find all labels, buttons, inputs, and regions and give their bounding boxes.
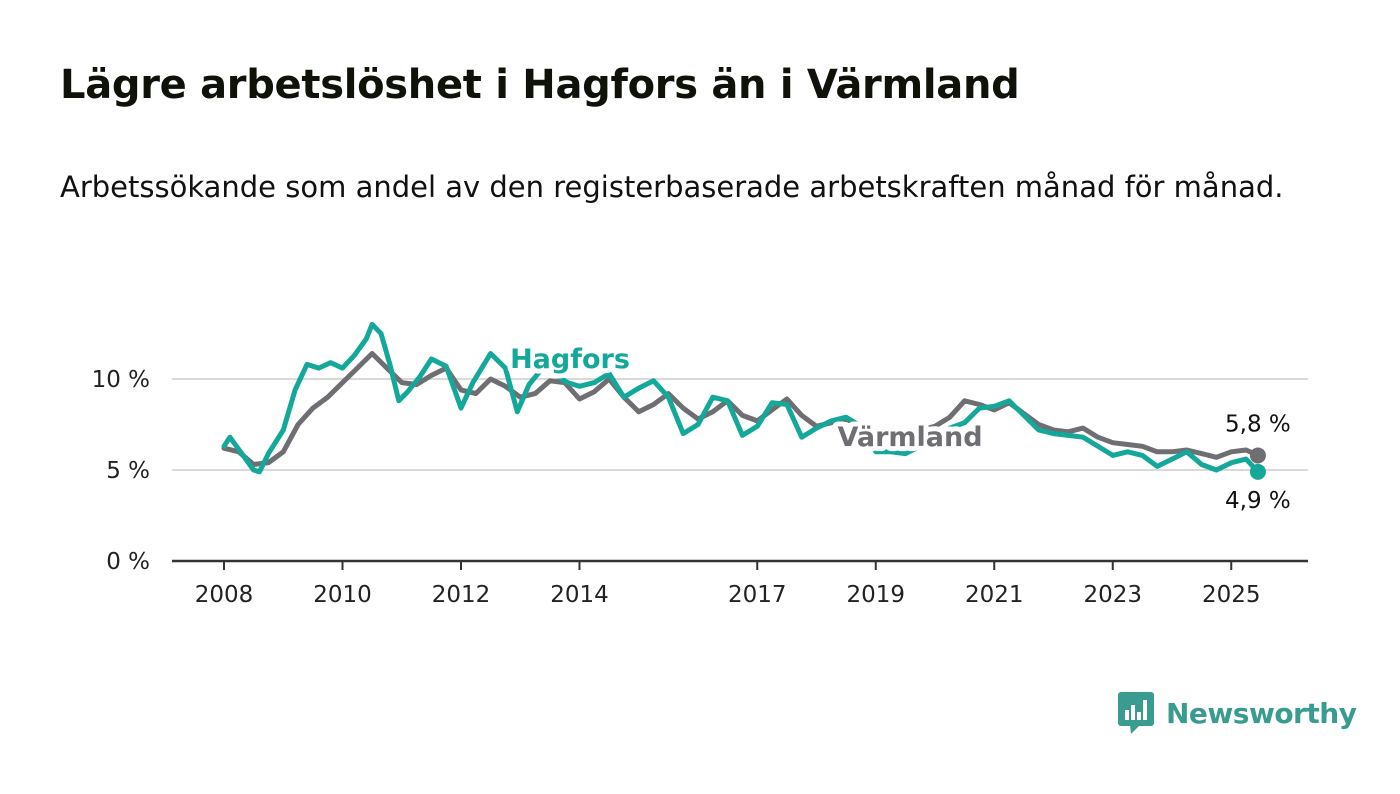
x-tick-label: 2010	[313, 582, 372, 608]
x-tick-label: 2019	[846, 582, 905, 608]
end-value-label-hagfors: 4,9 %	[1225, 488, 1291, 514]
series-line-varmland	[221, 351, 1261, 467]
newsworthy-logo-icon	[1118, 692, 1154, 734]
series-end-marker-varmland	[1249, 447, 1266, 464]
x-tick-label: 2014	[550, 582, 609, 608]
x-tick-label: 2023	[1083, 582, 1142, 608]
y-tick-label: 5 %	[106, 458, 150, 484]
x-tick-label: 2017	[728, 582, 787, 608]
x-tick-label: 2012	[432, 582, 491, 608]
x-tick-label: 2025	[1202, 582, 1261, 608]
series-line-hagfors	[221, 321, 1261, 475]
brand-logo: Newsworthy	[1118, 690, 1357, 736]
series-name-label-hagfors: Hagfors	[510, 344, 630, 375]
brand-name: Newsworthy	[1166, 696, 1357, 730]
series-end-marker-hagfors	[1249, 463, 1266, 480]
x-tick-label: 2008	[195, 582, 254, 608]
end-value-label-varmland: 5,8 %	[1225, 411, 1291, 437]
x-tick-label: 2021	[965, 582, 1024, 608]
chart-title: Lägre arbetslöshet i Hagfors än i Värmla…	[60, 62, 1020, 108]
series-name-label-varmland: Värmland	[837, 422, 982, 453]
chart-subtitle: Arbetssökande som andel av den registerb…	[60, 170, 1284, 204]
y-tick-label: 0 %	[106, 549, 150, 575]
y-tick-label: 10 %	[92, 367, 150, 393]
